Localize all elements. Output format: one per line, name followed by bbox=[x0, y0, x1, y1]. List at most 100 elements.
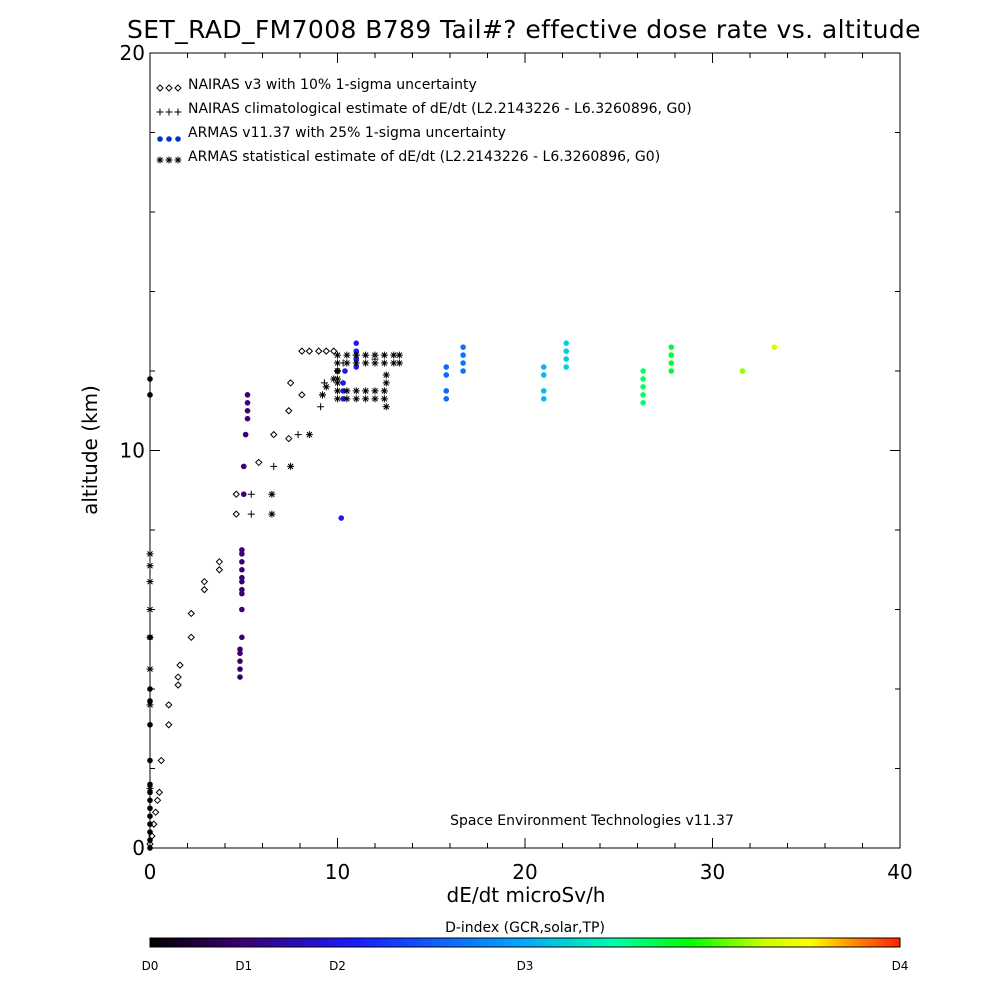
dot-data-point bbox=[563, 340, 570, 346]
colorbar-label: D3 bbox=[517, 959, 534, 973]
y-tick-label: 0 bbox=[132, 836, 145, 860]
dot-data-point bbox=[239, 574, 245, 581]
dot-data-point bbox=[239, 551, 245, 557]
diamond-data-point bbox=[157, 756, 165, 765]
asterisk-data-point bbox=[146, 701, 154, 709]
asterisk-data-point bbox=[382, 379, 390, 387]
dot-data-point bbox=[147, 376, 153, 382]
asterisk-data-point bbox=[352, 387, 360, 395]
legend-diamond-icon bbox=[165, 84, 173, 92]
dot-data-point bbox=[147, 698, 153, 704]
plot-frame bbox=[149, 52, 901, 849]
asterisk-data-point bbox=[146, 578, 154, 586]
asterisk-data-point bbox=[146, 562, 154, 570]
legend-plus-icon bbox=[165, 108, 173, 116]
asterisk-data-point bbox=[343, 359, 351, 367]
asterisk-data-point bbox=[352, 351, 360, 359]
dot-data-point bbox=[244, 415, 251, 422]
asterisk-data-point bbox=[380, 395, 388, 403]
dot-data-point bbox=[147, 821, 153, 827]
dot-data-point bbox=[443, 388, 450, 394]
dot-data-point bbox=[237, 674, 243, 680]
dot-data-point bbox=[353, 348, 360, 354]
diamond-data-point bbox=[298, 347, 306, 355]
asterisk-data-point bbox=[371, 351, 379, 359]
legend-entry-label: NAIRAS climatological estimate of dE/dt … bbox=[188, 101, 692, 117]
asterisk-data-point bbox=[146, 606, 154, 613]
asterisk-data-point bbox=[380, 387, 388, 395]
dot-data-point bbox=[342, 368, 348, 374]
legend-dot-icon bbox=[166, 136, 172, 142]
dot-data-point bbox=[460, 360, 466, 366]
dot-data-point bbox=[237, 658, 243, 664]
legend-entry-label: NAIRAS v3 with 10% 1-sigma uncertainty bbox=[188, 77, 477, 93]
asterisk-data-point bbox=[334, 367, 341, 375]
diamond-data-point bbox=[187, 609, 195, 618]
asterisk-data-point bbox=[305, 431, 313, 439]
legend-asterisk-icon bbox=[156, 156, 164, 164]
diamond-data-point bbox=[285, 407, 293, 415]
diamond-data-point bbox=[165, 721, 173, 729]
plus-data-point bbox=[294, 431, 302, 439]
plus-data-point bbox=[247, 510, 255, 518]
diamond-data-point bbox=[330, 347, 338, 355]
diamond-data-point bbox=[187, 633, 195, 642]
colorbar-label: D0 bbox=[142, 959, 159, 973]
asterisk-data-point bbox=[268, 490, 276, 498]
diamond-data-point bbox=[270, 430, 278, 439]
asterisk-data-point bbox=[382, 403, 390, 411]
diamond-data-point bbox=[174, 673, 182, 681]
dot-data-point bbox=[244, 392, 251, 398]
dot-data-point bbox=[239, 606, 245, 613]
dot-data-point bbox=[147, 392, 153, 398]
dot-data-point bbox=[147, 805, 153, 812]
asterisk-data-point bbox=[146, 633, 154, 641]
x-tick-label: 40 bbox=[887, 860, 912, 884]
dot-data-point bbox=[244, 407, 251, 414]
asterisk-data-point bbox=[352, 359, 360, 367]
dot-data-point bbox=[353, 364, 360, 370]
asterisk-data-point bbox=[390, 351, 398, 359]
asterisk-data-point bbox=[146, 784, 154, 792]
legend-diamond-icon bbox=[156, 84, 164, 92]
dot-data-point bbox=[340, 396, 346, 402]
asterisk-data-point bbox=[334, 359, 341, 367]
x-ticks: 0 10 20 30 40 bbox=[144, 53, 913, 884]
diamond-data-point bbox=[165, 701, 173, 709]
asterisk-data-point bbox=[334, 395, 341, 403]
diamond-data-point bbox=[200, 577, 209, 586]
legend-plus-icon bbox=[174, 108, 182, 116]
asterisk-data-point bbox=[390, 359, 398, 367]
dot-data-point bbox=[443, 372, 450, 378]
dot-data-point bbox=[239, 578, 245, 585]
dot-data-point bbox=[147, 757, 153, 764]
dot-data-point bbox=[147, 813, 153, 819]
asterisk-data-point bbox=[362, 359, 370, 367]
chart-title: SET_RAD_FM7008 B789 Tail#? effective dos… bbox=[127, 15, 921, 44]
x-tick-label: 0 bbox=[144, 860, 157, 884]
asterisk-data-point bbox=[334, 351, 341, 359]
dot-data-point bbox=[443, 364, 450, 370]
asterisk-data-point bbox=[395, 359, 403, 367]
y-axis-title: altitude (km) bbox=[78, 385, 102, 515]
asterisk-data-point bbox=[382, 371, 390, 379]
dot-data-point bbox=[147, 797, 153, 804]
dot-data-point bbox=[540, 372, 547, 378]
y-ticks: 0 10 20 bbox=[120, 41, 900, 860]
diamond-data-point bbox=[315, 347, 323, 355]
dot-data-point bbox=[640, 384, 646, 390]
asterisk-data-point bbox=[380, 359, 388, 367]
dot-data-point bbox=[242, 431, 249, 438]
asterisk-data-point bbox=[371, 395, 379, 403]
plus-data-point bbox=[270, 462, 278, 470]
dot-data-point bbox=[147, 721, 153, 728]
dot-data-point bbox=[640, 400, 646, 406]
data-points bbox=[146, 340, 778, 851]
dot-data-point bbox=[239, 547, 245, 553]
y-tick-label: 10 bbox=[120, 439, 145, 463]
diamond-data-point bbox=[286, 379, 295, 387]
dot-data-point bbox=[240, 491, 247, 498]
dot-data-point bbox=[147, 837, 153, 843]
dot-data-point bbox=[563, 356, 570, 362]
